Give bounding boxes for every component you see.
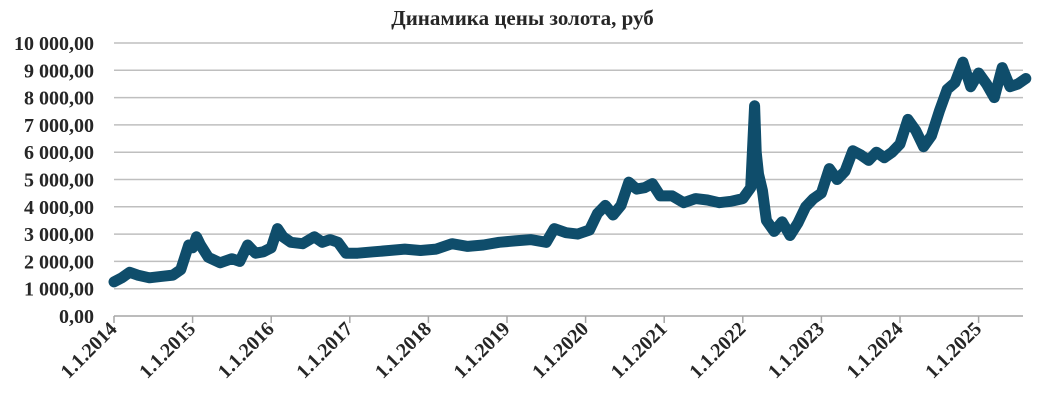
y-tick-label: 0,00 [59, 306, 94, 328]
x-tick-label: 1.1.2025 [921, 318, 986, 383]
y-tick-label: 3 000,00 [24, 224, 94, 246]
x-tick-label: 1.1.2020 [528, 318, 593, 383]
series-line [108, 56, 1032, 288]
chart-title: Динамика цены золота, руб [391, 6, 654, 30]
x-tick-label: 1.1.2016 [214, 318, 279, 383]
y-tick-label: 9 000,00 [24, 60, 94, 82]
y-axis-tick-labels: 0,00 1 000,00 2 000,00 3 000,00 4 000,00 5 00… [14, 33, 94, 328]
x-axis-tick-labels: 1.1.2014 1.1.2015 1.1.2016 1.1.2017 1.1.2018… [56, 318, 986, 383]
x-tick-label: 1.1.2023 [764, 318, 829, 383]
y-tick-label: 5 000,00 [24, 170, 94, 192]
y-tick-label: 6 000,00 [24, 142, 94, 164]
y-tick-label: 7 000,00 [24, 115, 94, 137]
x-tick-label: 1.1.2019 [449, 318, 514, 383]
price-series-line [108, 56, 1032, 288]
y-tick-label: 1 000,00 [24, 279, 94, 301]
x-axis [113, 315, 1023, 323]
x-tick-label: 1.1.2018 [371, 318, 436, 383]
x-tick-label: 1.1.2021 [607, 318, 672, 383]
y-tick-label: 10 000,00 [14, 33, 94, 55]
y-tick-label: 2 000,00 [24, 251, 94, 273]
y-tick-label: 4 000,00 [24, 197, 94, 219]
y-tick-label: 8 000,00 [24, 88, 94, 110]
x-tick-label: 1.1.2017 [292, 318, 357, 383]
x-tick-label: 1.1.2024 [842, 318, 907, 383]
x-tick-label: 1.1.2015 [135, 318, 200, 383]
x-tick-label: 1.1.2022 [685, 318, 750, 383]
